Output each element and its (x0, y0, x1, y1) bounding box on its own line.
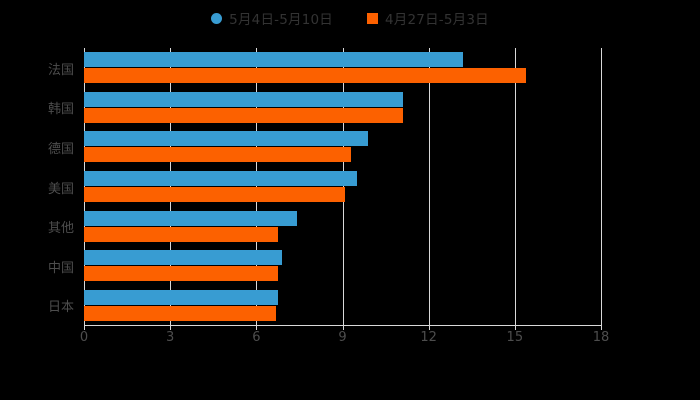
x-axis-tick-mark-3 (170, 325, 172, 330)
bar[interactable] (84, 187, 346, 202)
legend-swatch-square-icon (367, 12, 378, 24)
legend-label-series-1: 4月27日-5月3日 (385, 12, 489, 28)
y-axis-line (84, 48, 85, 325)
bar[interactable] (84, 305, 277, 321)
bar-group (84, 210, 601, 242)
y-axis-label-4: 其他 (47, 221, 74, 237)
bar-group (84, 250, 601, 282)
x-axis-tick-label-6: 6 (252, 330, 261, 345)
bar[interactable] (84, 91, 403, 107)
bar-group (84, 91, 601, 123)
x-axis-tick-mark-12 (428, 325, 430, 330)
gridline-x-12 (428, 48, 430, 325)
y-axis-label-5: 中国 (47, 260, 74, 276)
gridline-x-6 (256, 48, 258, 325)
chart-legend: 5月4日-5月10日 4月27日-5月3日 (0, 6, 700, 30)
bar[interactable] (84, 131, 369, 147)
y-axis-label-0: 法国 (47, 62, 74, 78)
bar[interactable] (84, 107, 403, 123)
legend-swatch-circle-icon (211, 12, 223, 24)
bar-group (84, 289, 601, 321)
bar[interactable] (84, 226, 278, 242)
legend-label-series-0: 5月4日-5月10日 (229, 12, 333, 28)
x-axis-tick-label-18: 18 (592, 330, 610, 345)
bar[interactable] (84, 52, 464, 68)
legend-item-series-1[interactable]: 4月27日-5月3日 (367, 8, 489, 28)
legend-item-series-0[interactable]: 5月4日-5月10日 (211, 8, 333, 28)
y-axis-category-labels: 法国韩国德国美国其他中国日本 (0, 48, 74, 325)
x-axis-tick-mark-6 (256, 325, 258, 330)
x-axis-tick-labels: 0 3 6 9 12 15 18 (0, 330, 700, 350)
gridline-x-18 (601, 48, 602, 325)
bar[interactable] (84, 250, 283, 266)
y-axis-label-2: 德国 (47, 141, 74, 157)
x-axis-tick-label-15: 15 (506, 330, 524, 345)
x-axis-tick-label-12: 12 (420, 330, 437, 345)
x-axis-tick-label-9: 9 (338, 330, 347, 345)
gridline-x-3 (170, 48, 172, 325)
gridline-x-9 (342, 48, 344, 325)
bar-group (84, 171, 601, 202)
x-axis-tick-label-0: 0 (79, 330, 89, 345)
bar[interactable] (84, 171, 357, 186)
y-axis-label-3: 美国 (47, 181, 74, 197)
x-axis-tick-label-3: 3 (166, 330, 175, 345)
bar-group (84, 131, 601, 163)
bar[interactable] (84, 289, 278, 305)
x-axis-tick-mark-0 (84, 325, 85, 330)
y-axis-label-1: 韩国 (47, 102, 74, 118)
plot-area (84, 48, 602, 325)
bar[interactable] (84, 68, 527, 84)
x-axis-tick-mark-18 (601, 325, 602, 330)
bar[interactable] (84, 266, 278, 282)
bar-group (84, 52, 601, 84)
x-axis-tick-mark-15 (514, 325, 516, 330)
x-axis-tick-mark-9 (342, 325, 344, 330)
gridline-x-15 (514, 48, 516, 325)
bar[interactable] (84, 147, 352, 163)
bar[interactable] (84, 210, 297, 226)
y-axis-label-6: 日本 (47, 300, 74, 316)
